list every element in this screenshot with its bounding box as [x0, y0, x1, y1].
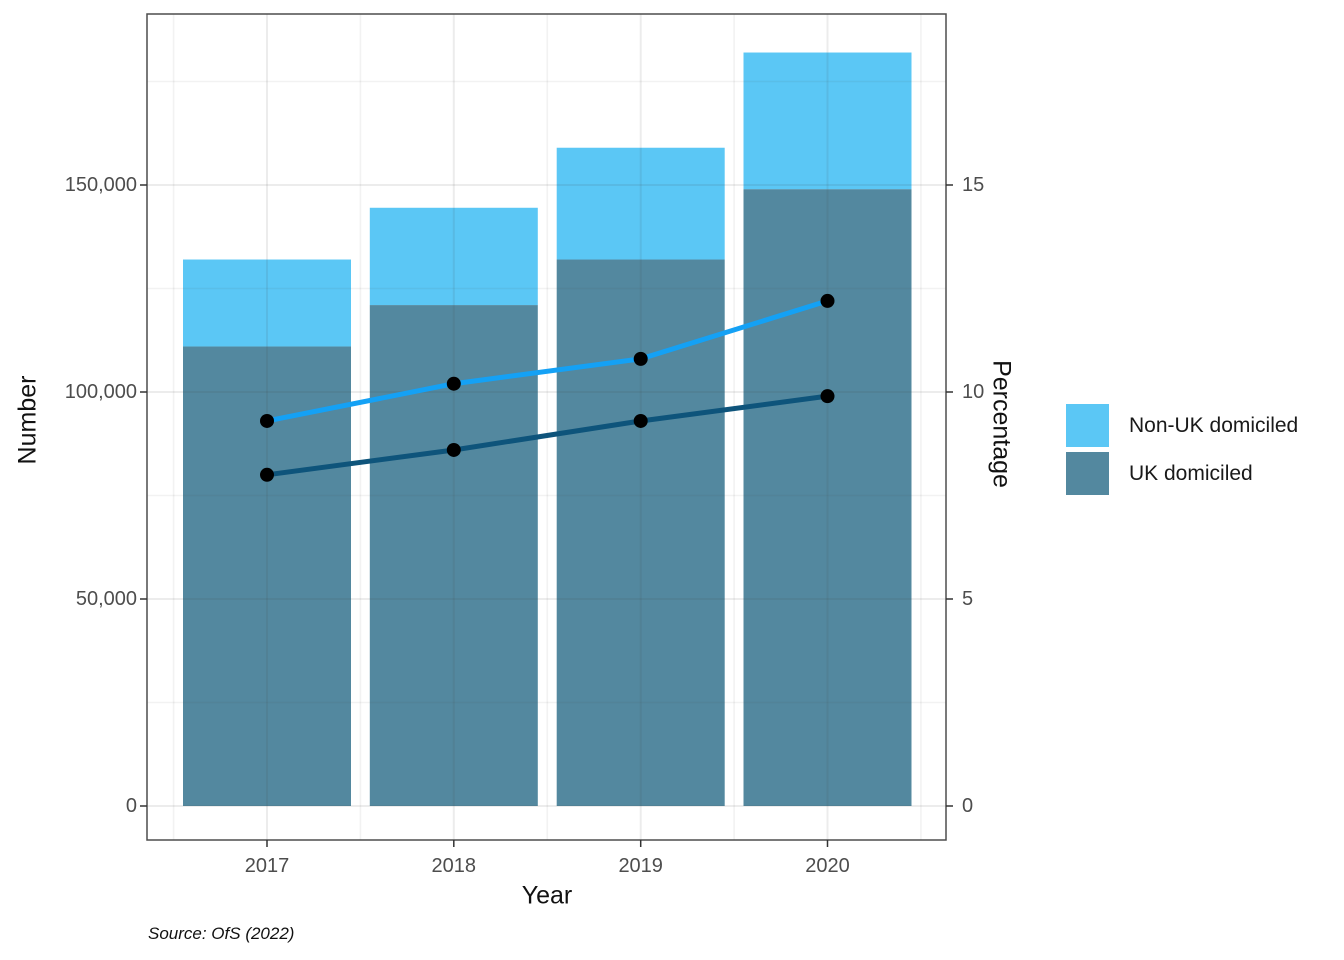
y-axis-right-label: 10	[962, 381, 984, 403]
data-point	[633, 351, 648, 366]
y-axis-left-label: 0	[126, 795, 137, 817]
y-axis-left-label: 50,000	[76, 588, 137, 610]
y-axis-left-label: 100,000	[65, 381, 137, 403]
x-axis-label-2020: 2020	[805, 855, 850, 877]
y-axis-right-label: 5	[962, 588, 973, 610]
legend-label-non-uk: Non-UK domiciled	[1129, 413, 1299, 437]
bar-non-uk-2018	[369, 207, 538, 306]
legend-entry-uk: UK domiciled	[1066, 452, 1298, 495]
data-point	[260, 413, 274, 428]
bar-non-uk-2020	[743, 52, 912, 190]
line-non-uk-percentage	[264, 298, 830, 424]
legend: Non-UK domiciled UK domiciled	[1066, 404, 1298, 495]
bar-uk-2020	[743, 189, 912, 806]
panel-border	[146, 13, 947, 841]
y-axis-left-label: 150,000	[65, 174, 137, 196]
legend-label-uk: UK domiciled	[1129, 461, 1253, 485]
y-axis-right-label: 15	[962, 174, 984, 196]
x-axis-label-2017: 2017	[245, 855, 290, 877]
data-point	[446, 442, 461, 457]
data-point	[820, 293, 835, 308]
source-caption: Source: OfS (2022)	[148, 924, 295, 943]
bar-non-uk-2019	[556, 147, 725, 260]
bar-uk-2019	[556, 259, 725, 806]
x-axis-label-2019: 2019	[618, 855, 663, 877]
line-uk-percentage	[264, 393, 830, 478]
y-axis-right-label: 0	[962, 795, 973, 817]
y-axis-title-left: Number	[13, 375, 42, 465]
x-axis-title: Year	[521, 881, 573, 910]
legend-entry-non-uk: Non-UK domiciled	[1066, 404, 1298, 447]
data-point	[820, 389, 835, 404]
data-point	[633, 413, 648, 428]
x-axis-label-2018: 2018	[432, 855, 477, 877]
bar-non-uk-2017	[183, 259, 351, 347]
legend-swatch-uk	[1066, 452, 1109, 495]
data-point	[446, 376, 461, 391]
y-axis-title-right: Percentage	[987, 360, 1016, 488]
data-point	[260, 467, 274, 482]
legend-swatch-non-uk	[1066, 404, 1109, 447]
